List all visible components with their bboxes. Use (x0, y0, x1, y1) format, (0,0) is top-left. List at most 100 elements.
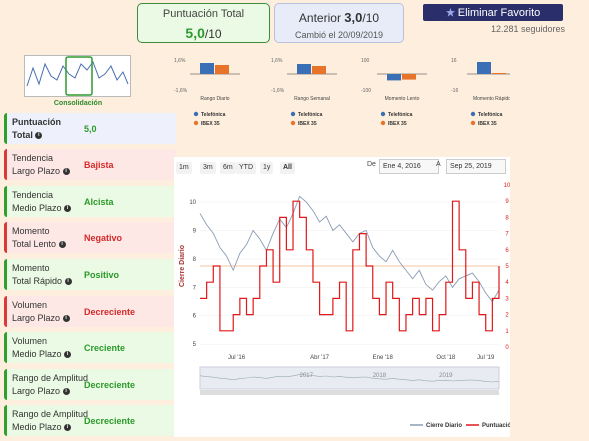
indicator-value: Bajista (84, 160, 114, 170)
y-right-tick: 8 (505, 215, 509, 221)
small-chart-ymax: 16 (451, 58, 457, 64)
indicator-label: Tendencia Medio Plazo i (12, 189, 72, 215)
small-chart-legend: IBEX 35 (478, 121, 497, 127)
consolidation-mini-chart[interactable] (24, 55, 131, 97)
y-left-tick: 7 (193, 285, 197, 291)
small-chart-title: Rango Semanal (294, 96, 330, 102)
info-icon[interactable]: i (62, 388, 70, 396)
legend-close[interactable]: Cierre Diario (426, 423, 462, 429)
indicator-label: Volumen Largo Plazo i (12, 299, 70, 325)
indicator-row[interactable]: Volumen Largo Plazo i Decreciente (4, 296, 176, 327)
date-to-label: A (436, 161, 441, 168)
score-value: 5,0/10 (185, 25, 222, 41)
y-right-tick: 9 (505, 199, 509, 205)
legend-dot (380, 111, 386, 117)
small-chart-bar (215, 65, 229, 74)
legend-dot (193, 120, 199, 126)
range-button-6m[interactable]: 6m (220, 162, 236, 174)
info-icon[interactable]: i (62, 315, 70, 323)
indicator-row[interactable]: Volumen Medio Plazo i Creciente (4, 332, 176, 363)
indicator-value: Creciente (84, 343, 126, 353)
indicator-label: Momento Total Lento i (12, 225, 66, 251)
indicator-value: Alcista (84, 197, 114, 207)
info-icon[interactable]: i (64, 424, 72, 432)
small-chart-legend: Telefónica (201, 112, 226, 118)
small-chart-ymin: -16 (451, 88, 458, 94)
small-chart: 100 -100 Momento Lento Telefónica IBEX 35 (361, 58, 427, 127)
y-right-tick: 2 (505, 313, 509, 319)
y-left-tick: 5 (193, 342, 197, 348)
indicator-label: Rango de Amplitud Medio Plazo i (12, 409, 89, 432)
indicator-row[interactable]: Rango de Amplitud Largo Plazo i Decrecient… (4, 369, 176, 400)
y-left-tick: 6 (193, 314, 197, 320)
indicator-value: Decreciente (84, 416, 136, 426)
indicator-row[interactable]: Rango de Amplitud Medio Plazo i Decrecient… (4, 405, 176, 436)
y-left-tick: 9 (193, 228, 197, 234)
y-right-tick: 5 (505, 264, 509, 270)
legend-score[interactable]: Puntuación (482, 423, 510, 429)
small-chart-bar (297, 64, 311, 74)
small-chart: 1,6% -1,6% Rango Diario Telefónica IBEX 35 (174, 58, 240, 127)
star-icon (445, 8, 455, 17)
info-icon[interactable]: i (64, 351, 72, 359)
y-right-tick: 0 (505, 345, 509, 351)
navigator-label: 2017 (300, 373, 314, 379)
navigator-label: 2018 (373, 373, 387, 379)
y-right-tick: 10 (504, 183, 510, 189)
info-icon[interactable]: i (64, 278, 72, 286)
small-chart-bar (312, 66, 326, 74)
info-icon[interactable]: i (62, 168, 70, 176)
indicator-row[interactable]: Momento Total Rápido i Positivo (4, 259, 176, 290)
score-series-line (200, 200, 500, 332)
navigator[interactable] (199, 366, 500, 390)
indicator-row[interactable]: Tendencia Medio Plazo i Alcista (4, 186, 176, 217)
indicator-value: Decreciente (84, 380, 136, 390)
small-chart: 16 -16 Momento Rápido Telefónica IBEX 35 (451, 58, 510, 127)
y-right-tick: 1 (505, 329, 509, 335)
legend-dot (380, 120, 386, 126)
remove-favorite-button[interactable]: Eliminar Favorito (423, 4, 563, 21)
small-chart-title: Momento Rápido (473, 96, 510, 102)
info-icon[interactable]: i (64, 205, 72, 213)
change-date: Cambió el 20/09/2019 (294, 30, 384, 40)
y-right-tick: 3 (505, 296, 509, 302)
y-right-tick: 6 (505, 248, 509, 254)
small-chart: 1,6% -1,6% Rango Semanal Telefónica IBEX 35 (271, 58, 337, 127)
range-button-1m[interactable]: 1m (176, 162, 192, 174)
small-chart-bar (402, 74, 416, 80)
x-tick: Abr '17 (310, 355, 329, 361)
date-from-input[interactable]: Ene 4, 2016 (379, 159, 439, 174)
info-icon[interactable]: i (58, 241, 66, 249)
small-chart-ymax: 1,6% (271, 58, 283, 64)
legend-dot (193, 111, 199, 117)
range-button-ytd[interactable]: YTD (236, 162, 256, 174)
indicator-row[interactable]: Momento Total Lento i Negativo (4, 222, 176, 253)
date-to-input[interactable]: Sep 25, 2019 (446, 159, 506, 174)
legend-dot (290, 120, 296, 126)
small-chart-ymin: -1,6% (271, 88, 285, 94)
small-chart-bar (492, 73, 506, 74)
y-right-tick: 7 (505, 232, 509, 238)
followers-count: 12.281 seguidores (490, 24, 565, 34)
x-tick: Jul '19 (477, 355, 495, 361)
indicator-row[interactable]: Puntuación Total i 5,0 (4, 113, 176, 144)
navigator-label: 2019 (439, 373, 453, 379)
main-chart-panel: 1m 3m 6m YTD 1y All De Ene 4, 2016 A Sep 25, … (174, 157, 510, 437)
x-tick: Jul '16 (228, 355, 246, 361)
indicator-label: Rango de Amplitud Largo Plazo i (12, 373, 89, 396)
indicator-row[interactable]: Tendencia Largo Plazo i Bajista (4, 149, 176, 180)
range-button-1y[interactable]: 1y (260, 162, 274, 174)
small-chart-bar (387, 74, 401, 81)
navigator-scrollbar[interactable] (200, 390, 499, 395)
info-icon[interactable]: i (35, 132, 43, 140)
indicator-label: Volumen Medio Plazo i (12, 335, 72, 361)
score-title: Puntuación Total (162, 8, 245, 20)
previous-score-card: Anterior 3,0/10 Cambió el 20/09/2019 (274, 3, 404, 43)
legend-dot (290, 111, 296, 117)
range-button-3m[interactable]: 3m (200, 162, 216, 174)
range-button-all[interactable]: All (280, 162, 295, 174)
y-left-tick: 10 (189, 200, 196, 206)
small-chart-legend: IBEX 35 (201, 121, 220, 127)
small-chart-ymin: -1,6% (174, 88, 188, 94)
